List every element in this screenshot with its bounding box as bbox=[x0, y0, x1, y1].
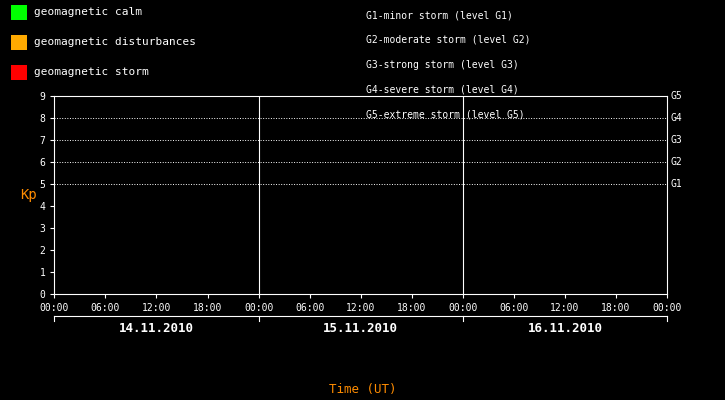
Text: 16.11.2010: 16.11.2010 bbox=[527, 322, 602, 335]
Text: G5: G5 bbox=[671, 91, 682, 101]
Text: G2: G2 bbox=[671, 157, 682, 167]
Y-axis label: Kp: Kp bbox=[20, 188, 37, 202]
Text: G2-moderate storm (level G2): G2-moderate storm (level G2) bbox=[366, 35, 531, 45]
Text: G4: G4 bbox=[671, 113, 682, 123]
Text: geomagnetic storm: geomagnetic storm bbox=[34, 67, 149, 77]
Text: G1: G1 bbox=[671, 179, 682, 189]
Text: geomagnetic disturbances: geomagnetic disturbances bbox=[34, 37, 196, 47]
Text: geomagnetic calm: geomagnetic calm bbox=[34, 7, 142, 17]
Text: Time (UT): Time (UT) bbox=[328, 383, 397, 396]
Text: G3-strong storm (level G3): G3-strong storm (level G3) bbox=[366, 60, 519, 70]
Text: G5-extreme storm (level G5): G5-extreme storm (level G5) bbox=[366, 109, 525, 119]
Text: 15.11.2010: 15.11.2010 bbox=[323, 322, 398, 335]
Text: G4-severe storm (level G4): G4-severe storm (level G4) bbox=[366, 84, 519, 94]
Text: G1-minor storm (level G1): G1-minor storm (level G1) bbox=[366, 10, 513, 20]
Text: 14.11.2010: 14.11.2010 bbox=[119, 322, 194, 335]
Text: G3: G3 bbox=[671, 135, 682, 145]
